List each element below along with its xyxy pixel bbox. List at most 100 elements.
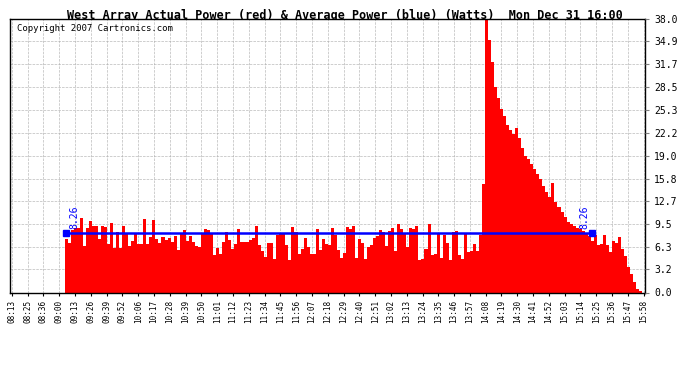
Bar — [246, 242, 249, 292]
Bar — [144, 219, 146, 292]
Bar — [337, 250, 340, 292]
Bar — [150, 237, 152, 292]
Bar — [615, 243, 618, 292]
Bar — [273, 259, 277, 292]
Bar — [301, 249, 304, 292]
Bar — [328, 245, 331, 292]
Text: Copyright 2007 Cartronics.com: Copyright 2007 Cartronics.com — [17, 24, 172, 33]
Bar — [137, 243, 140, 292]
Bar — [237, 229, 240, 292]
Bar — [277, 235, 279, 292]
Bar — [473, 244, 476, 292]
Bar — [355, 258, 358, 292]
Bar — [179, 234, 183, 292]
Bar — [125, 233, 128, 292]
Bar — [509, 130, 512, 292]
Bar — [110, 224, 113, 292]
Bar — [255, 226, 258, 292]
Bar — [186, 241, 188, 292]
Bar — [286, 245, 288, 292]
Bar — [352, 226, 355, 292]
Bar — [80, 218, 83, 292]
Bar — [177, 250, 179, 292]
Bar — [267, 243, 270, 292]
Bar — [367, 247, 370, 292]
Bar — [591, 241, 594, 292]
Bar — [612, 241, 615, 292]
Bar — [609, 252, 612, 292]
Bar — [385, 246, 388, 292]
Bar — [346, 226, 349, 292]
Bar — [361, 243, 364, 292]
Bar — [582, 231, 584, 292]
Bar — [174, 236, 177, 292]
Bar — [603, 235, 606, 292]
Bar — [627, 267, 630, 292]
Bar — [234, 244, 237, 292]
Bar — [168, 238, 170, 292]
Bar — [485, 19, 488, 292]
Bar — [161, 237, 164, 292]
Bar — [448, 260, 452, 292]
Bar — [461, 259, 464, 292]
Bar — [536, 174, 540, 292]
Bar — [400, 230, 404, 292]
Bar — [413, 229, 415, 292]
Bar — [500, 109, 503, 292]
Bar — [252, 238, 255, 292]
Bar — [618, 237, 621, 292]
Bar — [479, 235, 482, 292]
Bar — [527, 159, 531, 292]
Bar — [340, 258, 343, 292]
Bar — [219, 254, 222, 292]
Bar — [545, 192, 549, 292]
Bar — [415, 226, 418, 292]
Bar — [437, 233, 440, 292]
Bar — [455, 231, 457, 292]
Bar — [146, 244, 150, 292]
Text: 8.26: 8.26 — [69, 206, 79, 230]
Bar — [325, 244, 328, 292]
Bar — [584, 233, 588, 292]
Bar — [573, 226, 575, 292]
Bar — [122, 226, 125, 292]
Bar — [549, 197, 551, 292]
Bar — [422, 260, 424, 292]
Bar — [579, 229, 582, 292]
Bar — [428, 224, 431, 292]
Bar — [555, 202, 558, 292]
Bar — [600, 243, 603, 292]
Bar — [569, 224, 573, 292]
Bar — [334, 235, 337, 292]
Bar — [388, 231, 391, 292]
Bar — [406, 247, 409, 292]
Text: West Array Actual Power (red) & Average Power (blue) (Watts)  Mon Dec 31 16:00: West Array Actual Power (red) & Average … — [67, 9, 623, 21]
Bar — [560, 212, 564, 292]
Bar — [279, 234, 282, 292]
Bar — [331, 228, 334, 292]
Bar — [558, 207, 560, 292]
Bar — [464, 232, 467, 292]
Bar — [225, 232, 228, 292]
Bar — [65, 239, 68, 292]
Bar — [457, 255, 461, 292]
Bar — [131, 241, 135, 292]
Bar — [364, 259, 367, 292]
Bar — [282, 234, 286, 292]
Bar — [606, 245, 609, 292]
Bar — [104, 227, 107, 292]
Bar — [68, 243, 71, 292]
Bar — [397, 225, 400, 292]
Bar — [71, 230, 74, 292]
Bar — [503, 116, 506, 292]
Bar — [467, 252, 470, 292]
Bar — [188, 236, 192, 292]
Bar — [288, 260, 291, 292]
Bar — [128, 246, 131, 292]
Bar — [155, 239, 159, 292]
Bar — [322, 239, 325, 292]
Bar — [431, 255, 433, 292]
Bar — [404, 234, 406, 292]
Bar — [633, 282, 636, 292]
Bar — [476, 251, 479, 292]
